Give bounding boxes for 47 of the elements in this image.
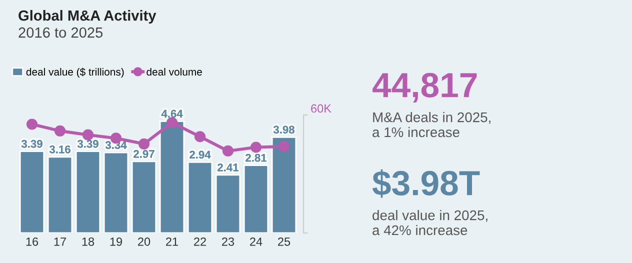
text: $3.98T [372, 169, 480, 198]
chart-title: Global M&A Activity [18, 10, 156, 24]
data-label: 3.39 [21, 140, 42, 148]
bar [131, 160, 157, 233]
data-label: 3.39 [77, 140, 98, 148]
data-label: 2.81 [246, 154, 267, 162]
point [26, 118, 38, 130]
bar [187, 162, 213, 233]
x-tick-label: 24 [250, 237, 262, 246]
x-tick-label: 17 [54, 238, 66, 246]
data-label: 2.41 [218, 164, 239, 172]
point [222, 145, 234, 157]
text: M&A deals in 2025, a 1% increase [372, 112, 490, 138]
point [82, 129, 94, 140]
x-tick-label: 23 [222, 237, 234, 246]
x-tick-label: 18 [82, 237, 94, 246]
bar [159, 120, 185, 233]
text: deal value in 2025, a 42% increase [372, 210, 488, 236]
bar [75, 150, 101, 233]
data-label: 4.64 [161, 110, 183, 118]
x-tick-label: 22 [194, 237, 206, 246]
x-tick-label: 16 [26, 237, 38, 246]
bar [243, 164, 269, 233]
point [278, 140, 290, 152]
point [138, 138, 150, 150]
data-label: 3.16 [49, 145, 70, 154]
chart-subtitle: 2016 to 2025 [18, 27, 103, 38]
bar [103, 152, 129, 233]
text: 44,817 [372, 72, 477, 103]
data-label: 3.98 [273, 126, 294, 134]
x-tick-label: 21 [166, 237, 178, 246]
point [250, 142, 262, 153]
y2-tick-label: 60K [311, 104, 332, 113]
bar [215, 174, 241, 233]
legend-label: deal volume [146, 68, 202, 76]
point [54, 125, 66, 136]
bar [271, 136, 297, 233]
data-label: 2.94 [190, 150, 211, 159]
x-tick-label: 25 [278, 237, 290, 246]
bar [19, 150, 45, 233]
bar [47, 156, 73, 233]
legend-label: deal value ($ trillions) [26, 68, 124, 78]
data-label: 2.97 [134, 150, 154, 158]
point [194, 131, 206, 142]
x-tick-label: 20 [138, 237, 150, 246]
x-tick-label: 19 [110, 237, 122, 246]
point [166, 117, 178, 128]
